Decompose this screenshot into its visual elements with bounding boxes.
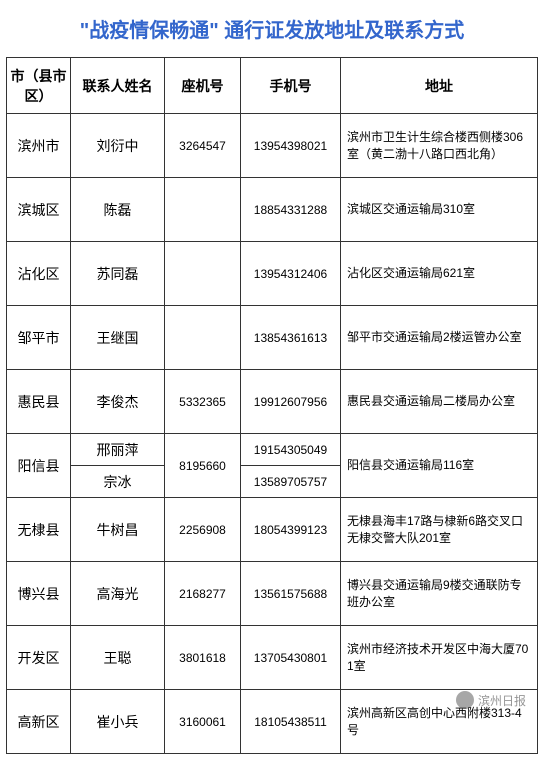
table-row: 无棣县牛树昌225690818054399123无棣县海丰17路与棣新6路交叉口… bbox=[7, 498, 538, 562]
cell-region: 博兴县 bbox=[7, 562, 71, 626]
cell-addr: 惠民县交通运输局二楼局办公室 bbox=[341, 370, 538, 434]
cell-region: 开发区 bbox=[7, 626, 71, 690]
th-name: 联系人姓名 bbox=[71, 58, 165, 114]
table-row: 开发区王聪380161813705430801滨州市经济技术开发区中海大厦701… bbox=[7, 626, 538, 690]
cell-region: 滨州市 bbox=[7, 114, 71, 178]
cell-tel: 3160061 bbox=[165, 690, 241, 754]
table-row: 阳信县邢丽萍819566019154305049阳信县交通运输局116室 bbox=[7, 434, 538, 466]
contacts-table: 市（县市区） 联系人姓名 座机号 手机号 地址 滨州市刘衍中3264547139… bbox=[6, 57, 538, 754]
cell-region: 邹平市 bbox=[7, 306, 71, 370]
cell-region: 阳信县 bbox=[7, 434, 71, 498]
cell-tel: 2256908 bbox=[165, 498, 241, 562]
table-row: 邹平市王继国 13854361613邹平市交通运输局2楼运管办公室 bbox=[7, 306, 538, 370]
cell-addr: 滨州市卫生计生综合楼西侧楼306室（黄二渤十八路口西北角） bbox=[341, 114, 538, 178]
cell-name: 王聪 bbox=[71, 626, 165, 690]
cell-mobile: 13854361613 bbox=[241, 306, 341, 370]
cell-mobile: 19912607956 bbox=[241, 370, 341, 434]
cell-mobile: 13954312406 bbox=[241, 242, 341, 306]
cell-addr: 阳信县交通运输局116室 bbox=[341, 434, 538, 498]
cell-tel: 3264547 bbox=[165, 114, 241, 178]
cell-tel: 3801618 bbox=[165, 626, 241, 690]
cell-region: 滨城区 bbox=[7, 178, 71, 242]
cell-tel bbox=[165, 178, 241, 242]
table-row: 惠民县李俊杰533236519912607956惠民县交通运输局二楼局办公室 bbox=[7, 370, 538, 434]
cell-addr: 邹平市交通运输局2楼运管办公室 bbox=[341, 306, 538, 370]
table-row: 滨城区陈磊 18854331288滨城区交通运输局310室 bbox=[7, 178, 538, 242]
cell-addr: 无棣县海丰17路与棣新6路交叉口无棣交警大队201室 bbox=[341, 498, 538, 562]
table-row: 滨州市刘衍中326454713954398021滨州市卫生计生综合楼西侧楼306… bbox=[7, 114, 538, 178]
th-region: 市（县市区） bbox=[7, 58, 71, 114]
cell-mobile: 13589705757 bbox=[241, 466, 341, 498]
cell-name: 邢丽萍 bbox=[71, 434, 165, 466]
cell-addr: 滨城区交通运输局310室 bbox=[341, 178, 538, 242]
page-title: "战疫情保畅通" 通行证发放地址及联系方式 bbox=[6, 14, 538, 43]
cell-name: 崔小兵 bbox=[71, 690, 165, 754]
cell-addr: 滨州高新区高创中心西附楼313-4号 bbox=[341, 690, 538, 754]
cell-tel: 5332365 bbox=[165, 370, 241, 434]
cell-tel: 2168277 bbox=[165, 562, 241, 626]
cell-name: 苏同磊 bbox=[71, 242, 165, 306]
cell-name: 高海光 bbox=[71, 562, 165, 626]
cell-region: 惠民县 bbox=[7, 370, 71, 434]
cell-tel: 8195660 bbox=[165, 434, 241, 498]
cell-region: 高新区 bbox=[7, 690, 71, 754]
cell-tel bbox=[165, 306, 241, 370]
cell-region: 沾化区 bbox=[7, 242, 71, 306]
cell-name: 李俊杰 bbox=[71, 370, 165, 434]
cell-mobile: 13561575688 bbox=[241, 562, 341, 626]
th-tel: 座机号 bbox=[165, 58, 241, 114]
cell-name: 刘衍中 bbox=[71, 114, 165, 178]
cell-mobile: 18054399123 bbox=[241, 498, 341, 562]
cell-name: 王继国 bbox=[71, 306, 165, 370]
cell-mobile: 19154305049 bbox=[241, 434, 341, 466]
cell-name: 宗冰 bbox=[71, 466, 165, 498]
cell-addr: 博兴县交通运输局9楼交通联防专班办公室 bbox=[341, 562, 538, 626]
cell-mobile: 13705430801 bbox=[241, 626, 341, 690]
cell-name: 牛树昌 bbox=[71, 498, 165, 562]
table-header-row: 市（县市区） 联系人姓名 座机号 手机号 地址 bbox=[7, 58, 538, 114]
th-addr: 地址 bbox=[341, 58, 538, 114]
cell-mobile: 13954398021 bbox=[241, 114, 341, 178]
table-row: 博兴县高海光216827713561575688博兴县交通运输局9楼交通联防专班… bbox=[7, 562, 538, 626]
cell-name: 陈磊 bbox=[71, 178, 165, 242]
cell-addr: 滨州市经济技术开发区中海大厦701室 bbox=[341, 626, 538, 690]
table-row: 沾化区苏同磊 13954312406沾化区交通运输局621室 bbox=[7, 242, 538, 306]
cell-tel bbox=[165, 242, 241, 306]
cell-region: 无棣县 bbox=[7, 498, 71, 562]
th-mobile: 手机号 bbox=[241, 58, 341, 114]
table-row: 高新区崔小兵316006118105438511滨州高新区高创中心西附楼313-… bbox=[7, 690, 538, 754]
cell-addr: 沾化区交通运输局621室 bbox=[341, 242, 538, 306]
cell-mobile: 18105438511 bbox=[241, 690, 341, 754]
cell-mobile: 18854331288 bbox=[241, 178, 341, 242]
